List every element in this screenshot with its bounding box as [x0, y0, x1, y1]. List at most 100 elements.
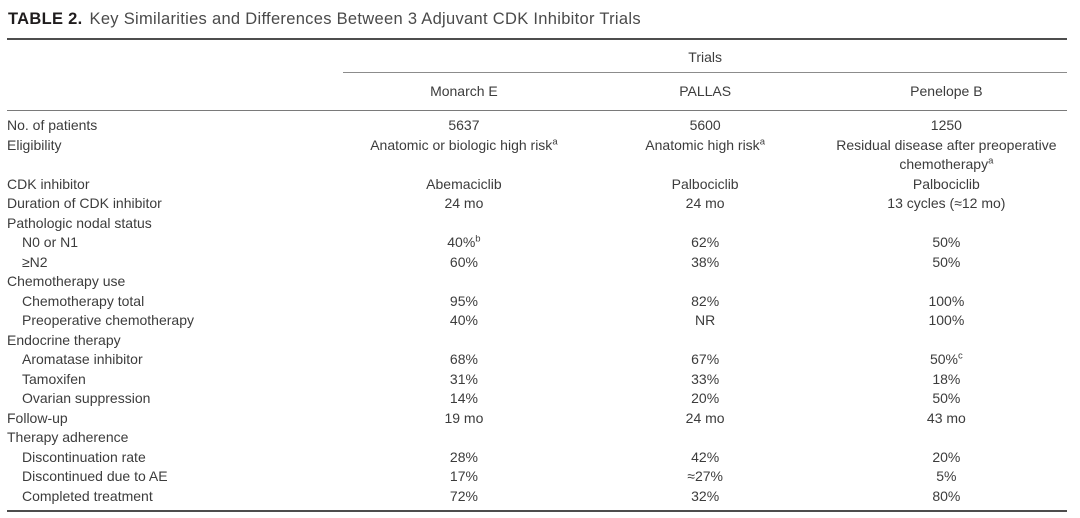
section-row: Endocrine therapy [7, 331, 1067, 351]
row-label: Chemotherapy total [22, 292, 145, 309]
cell-value: Abemaciclib [426, 175, 502, 192]
section-row: Pathologic nodal status [7, 214, 1067, 234]
cell-value: 28% [449, 448, 478, 465]
group-header-trials: Trials [343, 40, 1067, 73]
cell-value [343, 428, 584, 448]
cell-value: 18% [932, 370, 961, 387]
cell-value: 19 mo [444, 409, 484, 426]
group-header-row: Trials [7, 40, 1067, 73]
cell-value: 50% [932, 390, 961, 406]
cell-value: 20% [932, 448, 961, 465]
cell-value: Anatomic high riska [645, 135, 765, 153]
footnote-marker: a [552, 135, 558, 147]
cell-value: 17% [449, 468, 478, 484]
cell-value: 13 cycles (≈12 mo) [887, 195, 1006, 211]
cell-value: 62% [691, 234, 720, 250]
row-label: Pathologic nodal status [7, 214, 152, 231]
cell-value: 80% [932, 487, 961, 504]
cell-value: 42% [691, 448, 720, 465]
row-label: Tamoxifen [22, 370, 86, 387]
cell-value: 5% [936, 468, 957, 484]
cell-value [585, 331, 826, 351]
cell-value [826, 272, 1067, 292]
table-number-label: TABLE 2. [8, 10, 83, 28]
table-row: CDK inhibitor Abemaciclib Palbociclib Palb… [7, 175, 1067, 195]
cell-value [826, 428, 1067, 448]
section-row: Therapy adherence [7, 428, 1067, 448]
cell-value [585, 272, 826, 292]
row-label: Preoperative chemotherapy [22, 312, 194, 328]
cell-value: 24 mo [685, 195, 725, 211]
table-header: Trials Monarch E PALLAS Penelope B [7, 40, 1067, 111]
cell-value: 5600 [689, 117, 721, 133]
column-header-pallas: PALLAS [584, 72, 826, 111]
row-label: Eligibility [7, 136, 62, 153]
cell-value [826, 214, 1067, 234]
cell-value: 5637 [448, 117, 480, 133]
row-label: Therapy adherence [7, 429, 129, 445]
row-label: Aromatase inhibitor [22, 351, 143, 367]
cell-value: 60% [449, 253, 478, 270]
row-label: N0 or N1 [22, 234, 79, 250]
cell-value: 32% [691, 487, 720, 504]
cell-value: ≈27% [687, 468, 723, 484]
cell-value: 24 mo [685, 409, 725, 426]
table-row: No. of patients 5637 5600 1250 [7, 111, 1067, 136]
footnote-marker: a [988, 155, 994, 167]
row-label: No. of patients [7, 117, 98, 133]
cell-value [343, 331, 584, 351]
cell-value: 1250 [930, 117, 962, 133]
footnote-marker: c [958, 350, 963, 362]
table-title: TABLE 2. Key Similarities and Differences… [7, 0, 1067, 40]
cell-value: Anatomic or biologic high riska [370, 135, 558, 153]
cell-value [343, 214, 584, 234]
cell-value: 24 mo [444, 195, 484, 211]
row-label: Chemotherapy use [7, 273, 126, 289]
cell-value: 14% [449, 390, 478, 406]
cell-value: Palbociclib [671, 175, 739, 192]
cell-value: 43 mo [926, 409, 966, 426]
cell-value: 40% [449, 312, 478, 328]
table-row: Completed treatment 72% 32% 80% [7, 487, 1067, 512]
cell-value: 50% [932, 234, 961, 250]
cell-value: 67% [691, 351, 720, 367]
section-row: Chemotherapy use [7, 272, 1067, 292]
cell-value: 20% [691, 390, 720, 406]
row-label: Discontinued due to AE [22, 468, 168, 484]
row-label: ≥N2 [22, 253, 48, 270]
cell-value: 40%b [447, 233, 481, 250]
cell-value: 33% [691, 370, 720, 387]
comparison-table: Trials Monarch E PALLAS Penelope B No. o… [7, 40, 1067, 512]
footnote-marker: a [759, 135, 765, 147]
cell-value: 68% [449, 351, 478, 367]
cell-value [585, 428, 826, 448]
table-2-container: TABLE 2. Key Similarities and Differences… [7, 0, 1067, 512]
cell-value: NR [695, 312, 716, 328]
cell-value: Residual disease after preoperative chem… [836, 136, 1057, 173]
table-row: ≥N2 60% 38% 50% [7, 253, 1067, 273]
cell-value [826, 331, 1067, 351]
footnote-marker: b [475, 233, 481, 245]
group-header-spacer [7, 40, 343, 73]
row-label: CDK inhibitor [7, 175, 90, 192]
cell-value: Palbociclib [912, 175, 980, 192]
column-header-penelope-b: Penelope B [825, 72, 1067, 111]
cell-value: 38% [691, 253, 720, 270]
table-body: No. of patients 5637 5600 1250 Eligibility… [7, 111, 1067, 512]
cell-value: 100% [928, 312, 965, 328]
cell-value: 50% [932, 253, 961, 270]
table-row: N0 or N1 40%b 62% 50% [7, 233, 1067, 253]
table-row: Duration of CDK inhibitor 24 mo 24 mo 13 c… [7, 194, 1067, 214]
cell-value: 95% [449, 292, 478, 309]
cell-value: 31% [449, 370, 478, 387]
row-label: Follow-up [7, 409, 68, 426]
table-row: Discontinuation rate 28% 42% 20% [7, 448, 1067, 468]
table-row: Chemotherapy total 95% 82% 100% [7, 292, 1067, 312]
cell-value: 72% [449, 487, 478, 504]
table-row: Follow-up 19 mo 24 mo 43 mo [7, 409, 1067, 429]
cell-value [343, 272, 584, 292]
table-row: Eligibility Anatomic or biologic high ri… [7, 136, 1067, 175]
cell-value: 100% [928, 292, 965, 309]
column-header-row: Monarch E PALLAS Penelope B [7, 72, 1067, 111]
row-label: Endocrine therapy [7, 331, 121, 348]
